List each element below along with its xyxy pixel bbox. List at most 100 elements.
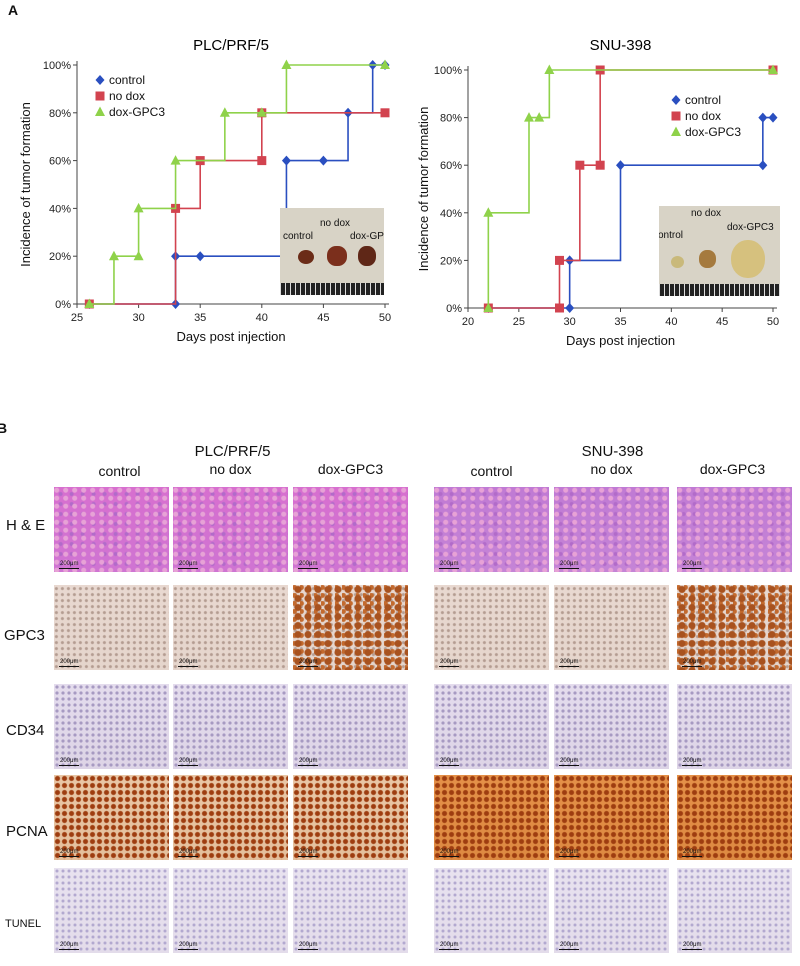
y-tick-label: 100% bbox=[43, 60, 71, 72]
scale-bar: 200μm bbox=[178, 659, 199, 667]
column-label: control bbox=[470, 463, 513, 479]
histology-image-pcna: 200μm bbox=[677, 775, 792, 860]
x-axis-label: Days post injection bbox=[176, 329, 285, 344]
data-point bbox=[534, 112, 545, 122]
histology-image-pcna: 200μm bbox=[554, 775, 669, 860]
x-tick-label: 35 bbox=[614, 316, 626, 328]
row-label-tunel: TUNEL bbox=[5, 918, 42, 930]
histology-image-cd34: 200μm bbox=[554, 684, 669, 769]
data-point bbox=[483, 302, 494, 312]
data-point bbox=[133, 250, 144, 261]
panel-a-label: A bbox=[8, 2, 19, 18]
histology-image-he: 200μm bbox=[173, 487, 288, 572]
histology-image-tunel: 200μm bbox=[434, 868, 549, 953]
scale-bar: 200μm bbox=[298, 561, 319, 569]
x-axis-label: Days post injection bbox=[566, 333, 675, 348]
data-point bbox=[544, 64, 555, 74]
scale-bar: 200μm bbox=[59, 942, 80, 950]
tumor-dox-gpc3 bbox=[358, 246, 376, 266]
y-tick-label: 100% bbox=[434, 65, 462, 77]
scale-bar: 200μm bbox=[439, 659, 460, 667]
x-tick-label: 50 bbox=[767, 316, 779, 328]
histology-image-cd34: 200μm bbox=[173, 684, 288, 769]
data-point bbox=[575, 160, 585, 170]
histology-image-pcna: 200μm bbox=[173, 775, 288, 860]
y-tick-label: 20% bbox=[440, 255, 462, 267]
data-point bbox=[108, 250, 119, 261]
y-tick-label: 0% bbox=[55, 299, 71, 311]
legend-entry: control bbox=[109, 73, 145, 87]
scale-bar: 200μm bbox=[559, 942, 580, 950]
histology-image-gpc3: 200μm bbox=[293, 585, 408, 670]
data-point bbox=[758, 160, 768, 171]
histology-image-tunel: 200μm bbox=[293, 868, 408, 953]
histology-image-cd34: 200μm bbox=[434, 684, 549, 769]
chart-snu-398: SNU-398 0% 20% 40% 60% 80% 100% 20 25 30 35 40 45 50 D… bbox=[416, 37, 779, 348]
legend-entry: dox-GPC3 bbox=[685, 125, 741, 139]
x-tick-label: 50 bbox=[379, 312, 391, 324]
data-point bbox=[595, 160, 605, 170]
histology-group-title-plc: PLC/PRF/5 bbox=[194, 443, 271, 460]
x-tick-label: 25 bbox=[513, 316, 525, 328]
series-line-no-dox bbox=[488, 69, 773, 309]
chart-title: SNU-398 bbox=[590, 37, 652, 54]
scale-bar: 200μm bbox=[559, 758, 580, 766]
x-tick-label: 25 bbox=[71, 312, 83, 324]
inset-label-dox-gpc3: dox-GPC3 bbox=[727, 222, 774, 233]
histology-image-cd34: 200μm bbox=[54, 684, 169, 769]
x-tick-label: 35 bbox=[194, 312, 206, 324]
histology-image-he: 200μm bbox=[677, 487, 792, 572]
legend-marker bbox=[671, 95, 681, 105]
scale-bar: 200μm bbox=[178, 561, 199, 569]
histology-image-gpc3: 200μm bbox=[554, 585, 669, 670]
row-label-gpc3: GPC3 bbox=[4, 627, 45, 644]
histology-image-cd34: 200μm bbox=[293, 684, 408, 769]
column-label: dox-GPC3 bbox=[699, 461, 766, 477]
y-tick-label: 60% bbox=[49, 156, 71, 168]
histology-image-tunel: 200μm bbox=[554, 868, 669, 953]
row-label-cd34: CD34 bbox=[6, 722, 45, 739]
y-tick-label: 40% bbox=[49, 203, 71, 215]
data-point bbox=[758, 112, 768, 123]
scale-bar: 200μm bbox=[682, 758, 703, 766]
tumor-no-dox bbox=[699, 250, 716, 268]
series-line-dox-gpc3 bbox=[487, 69, 773, 308]
data-point bbox=[768, 112, 778, 123]
histology-image-he: 200μm bbox=[54, 487, 169, 572]
histology-image-gpc3: 200μm bbox=[434, 585, 549, 670]
data-point bbox=[616, 160, 625, 171]
data-point bbox=[133, 202, 144, 213]
panel-b-label: B bbox=[0, 420, 8, 436]
data-point bbox=[219, 107, 230, 117]
data-point bbox=[555, 303, 564, 313]
scale-bar: 200μm bbox=[298, 758, 319, 766]
histology-image-gpc3: 200μm bbox=[54, 585, 169, 670]
histology-image-cd34: 200μm bbox=[677, 684, 792, 769]
data-point bbox=[256, 107, 267, 117]
scale-bar: 200μm bbox=[559, 659, 580, 667]
legend-marker bbox=[671, 111, 681, 121]
legend-entry: dox-GPC3 bbox=[109, 105, 165, 119]
inset-label-no-dox: no dox bbox=[691, 208, 722, 219]
data-point bbox=[483, 207, 494, 217]
scale-bar: 200μm bbox=[59, 561, 80, 569]
ruler bbox=[280, 283, 384, 295]
data-point bbox=[84, 298, 95, 308]
x-tick-label: 45 bbox=[317, 312, 329, 324]
scale-bar: 200μm bbox=[59, 849, 80, 857]
data-point bbox=[257, 156, 267, 166]
scale-bar: 200μm bbox=[559, 561, 580, 569]
scale-bar: 200μm bbox=[59, 758, 80, 766]
column-label: control bbox=[98, 463, 141, 479]
data-point bbox=[565, 303, 575, 313]
histology-image-gpc3: 200μm bbox=[173, 585, 288, 670]
scale-bar: 200μm bbox=[559, 849, 580, 857]
y-tick-label: 40% bbox=[440, 208, 462, 220]
scale-bar: 200μm bbox=[298, 659, 319, 667]
legend-entry: no dox bbox=[109, 89, 145, 103]
data-point bbox=[768, 64, 778, 74]
data-point bbox=[170, 155, 181, 165]
column-label: dox-GPC3 bbox=[317, 461, 384, 477]
y-axis-label: Incidence of tumor formation bbox=[416, 107, 431, 272]
scale-bar: 200μm bbox=[439, 561, 460, 569]
